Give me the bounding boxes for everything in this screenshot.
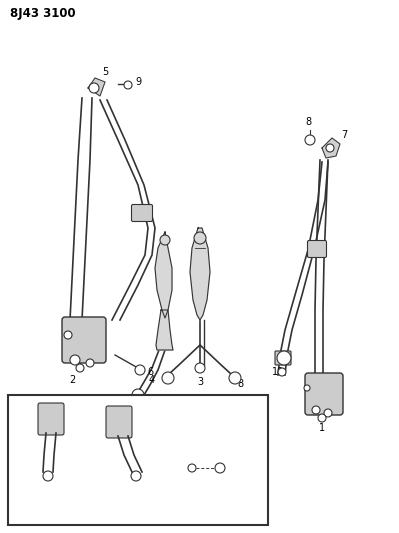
Text: 3: 3 [197, 377, 203, 387]
Circle shape [135, 365, 145, 375]
Circle shape [124, 81, 132, 89]
Circle shape [160, 235, 170, 245]
Circle shape [326, 144, 334, 152]
Circle shape [194, 232, 206, 244]
FancyBboxPatch shape [275, 351, 291, 365]
Circle shape [132, 389, 144, 401]
Text: 8: 8 [189, 447, 195, 456]
Text: 8: 8 [305, 117, 311, 127]
Circle shape [188, 464, 196, 472]
Polygon shape [88, 78, 105, 96]
Text: 8J43 3100: 8J43 3100 [10, 7, 76, 20]
Circle shape [86, 359, 94, 367]
FancyBboxPatch shape [38, 403, 64, 435]
Circle shape [64, 331, 72, 339]
Text: 1: 1 [319, 423, 325, 433]
FancyBboxPatch shape [106, 406, 132, 438]
Text: 6: 6 [147, 367, 153, 377]
Bar [8, 395, 268, 525]
Text: 2: 2 [69, 375, 75, 385]
Circle shape [229, 372, 241, 384]
Text: 9: 9 [135, 77, 141, 87]
FancyBboxPatch shape [308, 240, 326, 257]
FancyBboxPatch shape [305, 373, 343, 415]
Text: 10: 10 [272, 367, 284, 377]
Text: 11: 11 [16, 450, 28, 459]
Circle shape [76, 364, 84, 372]
Circle shape [43, 471, 53, 481]
Circle shape [195, 363, 205, 373]
Circle shape [304, 385, 310, 391]
Circle shape [215, 463, 225, 473]
Text: W/ECONOMIC
COMMISSION
OF EUROPE: W/ECONOMIC COMMISSION OF EUROPE [157, 420, 219, 450]
Circle shape [324, 409, 332, 417]
FancyBboxPatch shape [132, 205, 152, 222]
Text: 5: 5 [102, 67, 108, 77]
Circle shape [131, 471, 141, 481]
Circle shape [312, 406, 320, 414]
Text: 8: 8 [237, 379, 243, 389]
Circle shape [318, 414, 326, 422]
Circle shape [162, 372, 174, 384]
Polygon shape [322, 138, 340, 158]
FancyBboxPatch shape [62, 317, 106, 363]
Circle shape [277, 351, 291, 365]
Circle shape [70, 355, 80, 365]
Text: 7: 7 [341, 130, 347, 140]
Circle shape [89, 83, 99, 93]
Polygon shape [190, 228, 210, 320]
Circle shape [305, 135, 315, 145]
Polygon shape [156, 310, 173, 350]
Polygon shape [155, 232, 172, 318]
Text: 11: 11 [85, 456, 96, 464]
Text: 4: 4 [149, 375, 155, 385]
Circle shape [278, 368, 286, 376]
